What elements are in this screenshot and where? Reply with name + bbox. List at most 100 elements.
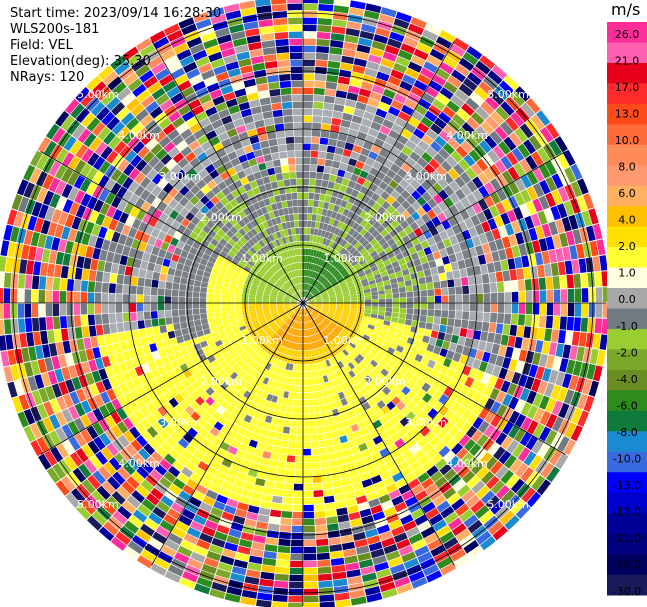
gate	[233, 384, 242, 393]
gate	[93, 156, 106, 171]
gate	[476, 293, 484, 303]
gate	[333, 104, 345, 113]
gate	[259, 281, 267, 287]
gate	[240, 108, 252, 118]
gate	[213, 233, 222, 242]
gate	[363, 10, 380, 20]
gate	[288, 342, 293, 349]
gate	[327, 60, 341, 69]
gate	[300, 308, 303, 316]
gate	[315, 531, 328, 539]
gate	[318, 573, 333, 581]
gate	[397, 111, 411, 122]
gate	[76, 483, 91, 499]
gate	[346, 280, 354, 286]
gate	[199, 258, 208, 266]
gate	[284, 325, 290, 332]
gate	[206, 293, 214, 299]
gate	[267, 318, 274, 324]
gate	[192, 226, 202, 235]
gate	[453, 163, 465, 176]
gate	[231, 258, 240, 265]
gate	[318, 200, 325, 209]
gate	[58, 211, 69, 226]
gate	[47, 222, 58, 237]
gate	[351, 115, 363, 124]
gate	[128, 401, 140, 413]
gate	[283, 258, 289, 266]
gate	[337, 406, 346, 415]
gate	[509, 324, 518, 336]
gate	[220, 307, 228, 312]
gate	[490, 292, 498, 303]
gate	[215, 191, 226, 201]
gate	[136, 484, 150, 498]
gate	[431, 216, 441, 227]
gate	[388, 106, 401, 117]
gate	[308, 304, 316, 307]
gate	[421, 180, 432, 191]
gate	[86, 117, 101, 132]
gate	[462, 470, 476, 484]
gate	[258, 507, 271, 516]
gate	[375, 340, 383, 348]
gate	[255, 193, 263, 202]
gate	[392, 174, 403, 184]
gate	[317, 391, 323, 399]
gate	[295, 307, 300, 314]
gate	[303, 164, 310, 172]
gate	[258, 413, 267, 422]
gate	[383, 233, 393, 242]
gate	[443, 386, 454, 397]
gate	[333, 5, 349, 14]
gate	[211, 581, 228, 593]
gate	[327, 312, 335, 317]
gate	[75, 108, 90, 123]
gate	[158, 248, 167, 258]
gate	[191, 337, 200, 346]
gate	[417, 270, 425, 279]
gate	[210, 359, 219, 368]
gate	[389, 278, 398, 284]
gate	[93, 394, 105, 408]
gate	[303, 31, 317, 39]
gate	[381, 200, 391, 210]
gate	[426, 253, 435, 262]
gate	[267, 167, 276, 176]
gate	[326, 445, 335, 454]
gate	[193, 343, 202, 351]
gate	[291, 249, 296, 256]
gate	[171, 303, 179, 310]
gate	[318, 324, 324, 330]
gate	[323, 329, 329, 336]
gate	[317, 566, 332, 574]
gate	[259, 331, 266, 338]
gate	[378, 290, 385, 295]
gate	[369, 238, 378, 247]
gate	[372, 115, 385, 125]
gate	[470, 379, 481, 391]
gate	[175, 520, 189, 533]
gate	[94, 292, 102, 303]
gate	[342, 193, 351, 202]
gate	[142, 344, 151, 355]
gate	[106, 495, 121, 510]
gate	[445, 271, 454, 280]
gate	[362, 285, 370, 290]
gate	[91, 370, 102, 383]
gate	[404, 342, 413, 351]
gate	[283, 299, 291, 301]
gate	[513, 428, 526, 443]
gate	[295, 293, 300, 299]
gate	[313, 334, 318, 342]
gate	[189, 455, 201, 466]
gate	[42, 344, 51, 358]
gate	[362, 347, 370, 355]
gate	[207, 288, 215, 294]
gate	[408, 570, 425, 583]
gate	[266, 530, 279, 539]
gate	[332, 19, 347, 28]
gate	[180, 174, 191, 185]
gate	[31, 390, 43, 406]
gate	[38, 204, 49, 219]
